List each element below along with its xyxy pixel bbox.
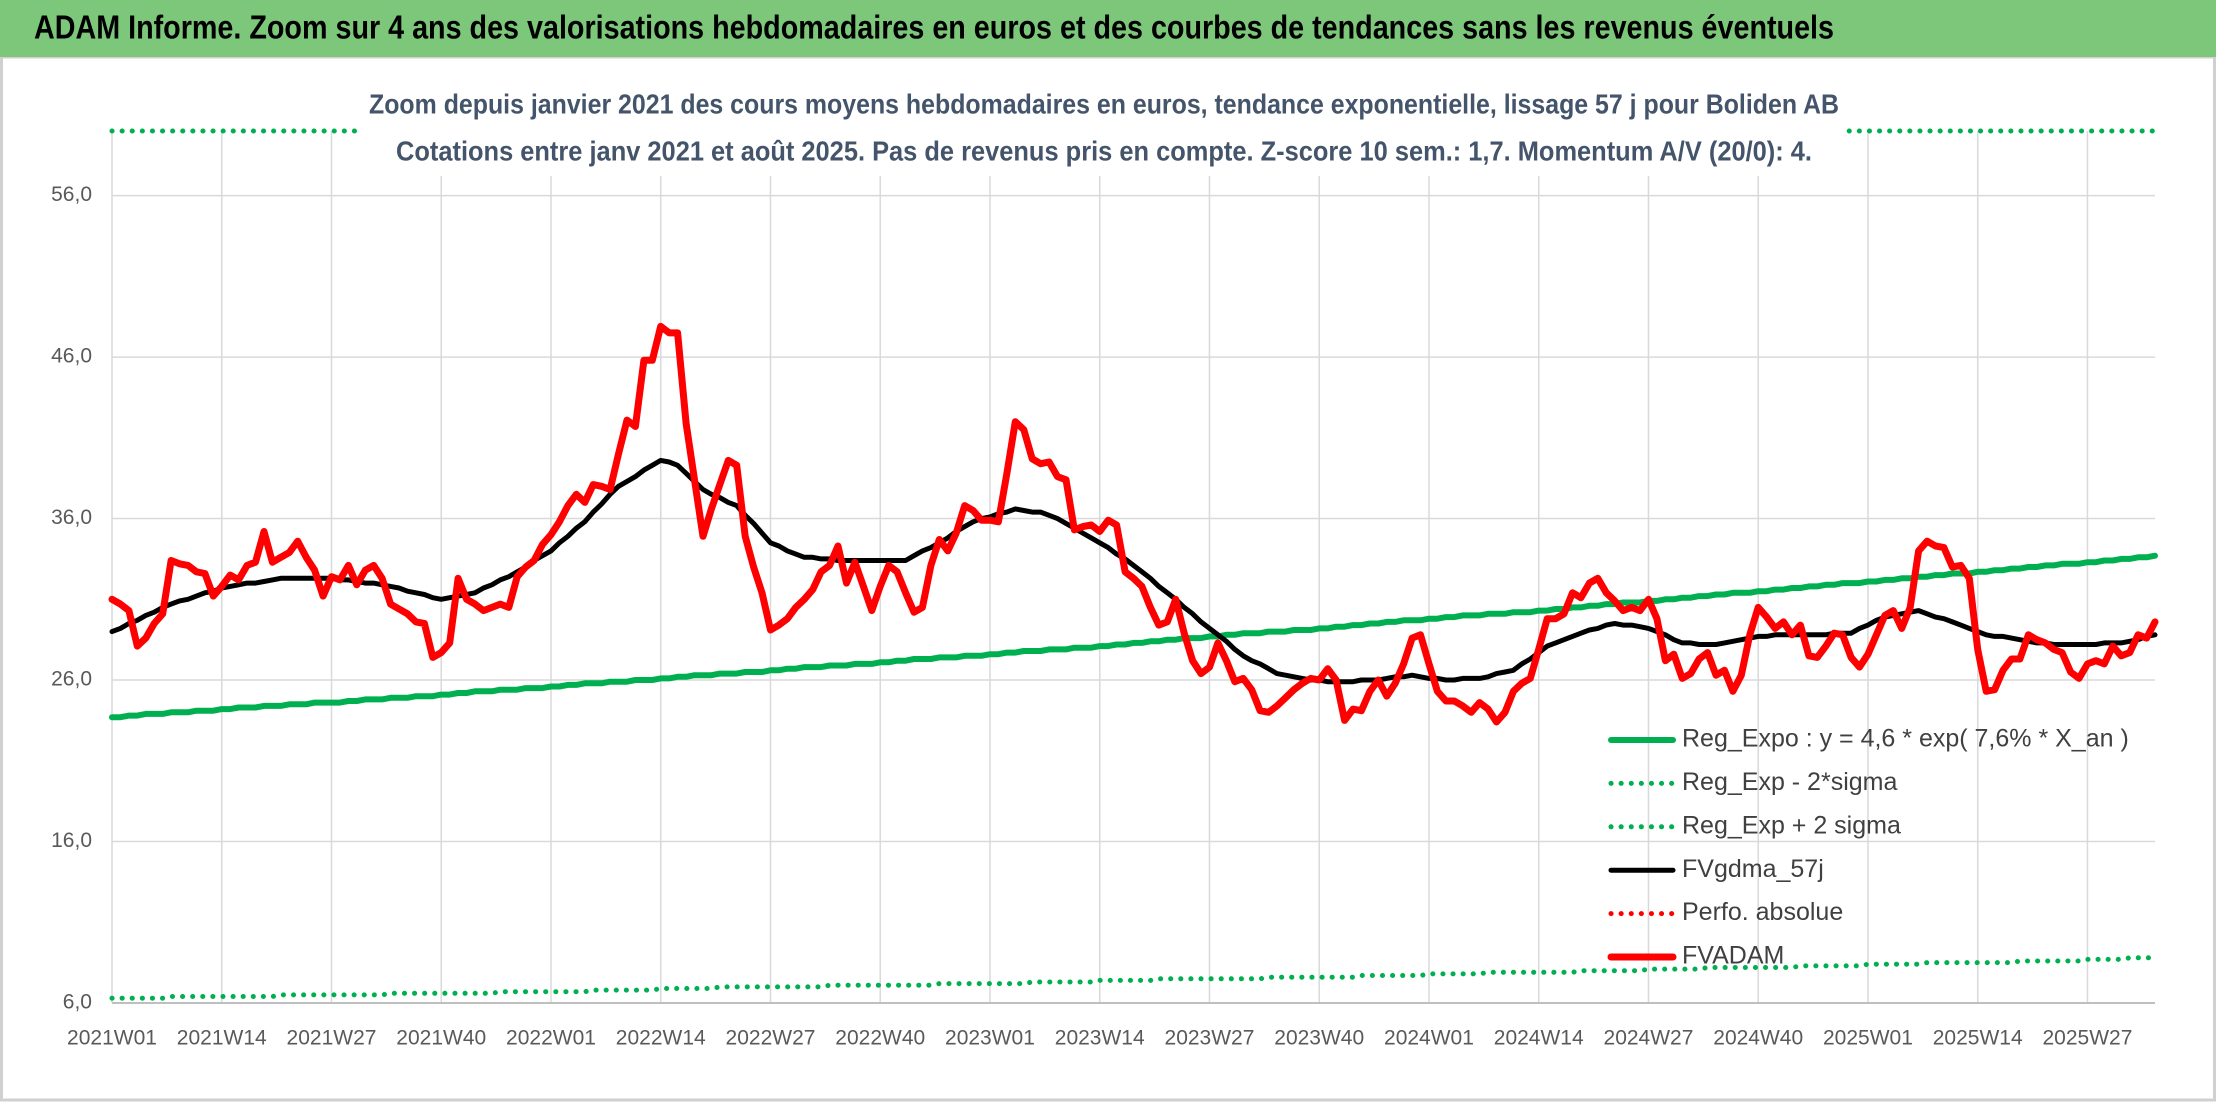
x-tick-label: 2023W27 <box>1165 1027 1255 1050</box>
x-tick-label: 2025W14 <box>1933 1027 2023 1050</box>
y-tick-label: 56,0 <box>51 183 92 206</box>
header-bar <box>0 0 2216 57</box>
y-tick-label: 6,0 <box>63 991 92 1014</box>
x-tick-label: 2021W01 <box>67 1027 157 1050</box>
legend: Reg_Expo : y = 4,6 * exp( 7,6% * X_an ) R… <box>1607 725 2129 970</box>
x-tick-label: 2021W40 <box>396 1027 486 1050</box>
page-title: ADAM Informe. Zoom sur 4 ans des valoris… <box>34 9 1834 46</box>
chart-subtitle: Zoom depuis janvier 2021 des cours moyen… <box>369 88 1839 119</box>
legend-label: Reg_Exp - 2*sigma <box>1682 768 1897 796</box>
x-tick-label: 2024W40 <box>1713 1027 1803 1050</box>
x-tick-label: 2025W01 <box>1823 1027 1913 1050</box>
x-tick-label: 2022W14 <box>616 1027 706 1050</box>
legend-label: Reg_Exp + 2 sigma <box>1682 811 1901 839</box>
legend-label: FVgdma_57j <box>1682 855 1824 883</box>
y-tick-label: 46,0 <box>51 345 92 368</box>
subtitle-box <box>362 84 1844 176</box>
x-tick-label: 2023W01 <box>945 1027 1035 1050</box>
x-tick-label: 2022W27 <box>726 1027 816 1050</box>
x-tick-label: 2023W14 <box>1055 1027 1145 1050</box>
x-tick-label: 2025W27 <box>2043 1027 2133 1050</box>
series-line <box>109 552 2158 721</box>
y-tick-label: 26,0 <box>51 668 92 691</box>
x-tick-label: 2024W27 <box>1604 1027 1694 1050</box>
x-tick-label: 2023W40 <box>1274 1027 1364 1050</box>
legend-label: FVADAM <box>1682 942 1784 970</box>
y-tick-label: 16,0 <box>51 829 92 852</box>
x-tick-label: 2024W01 <box>1384 1027 1474 1050</box>
x-tick-label: 2021W14 <box>177 1027 267 1050</box>
x-tick-label: 2022W01 <box>506 1027 596 1050</box>
x-tick-label: 2024W14 <box>1494 1027 1584 1050</box>
legend-label: Reg_Expo : y = 4,6 * exp( 7,6% * X_an ) <box>1682 725 2129 753</box>
x-tick-label: 2022W40 <box>835 1027 925 1050</box>
series-line <box>108 322 2159 726</box>
series-line <box>109 955 2158 1001</box>
y-tick-label: 36,0 <box>51 506 92 529</box>
x-tick-label: 2021W27 <box>287 1027 377 1050</box>
legend-label: Perfo. absolue <box>1682 898 1843 926</box>
chart-subtitle: Cotations entre janv 2021 et août 2025. … <box>396 135 1812 166</box>
